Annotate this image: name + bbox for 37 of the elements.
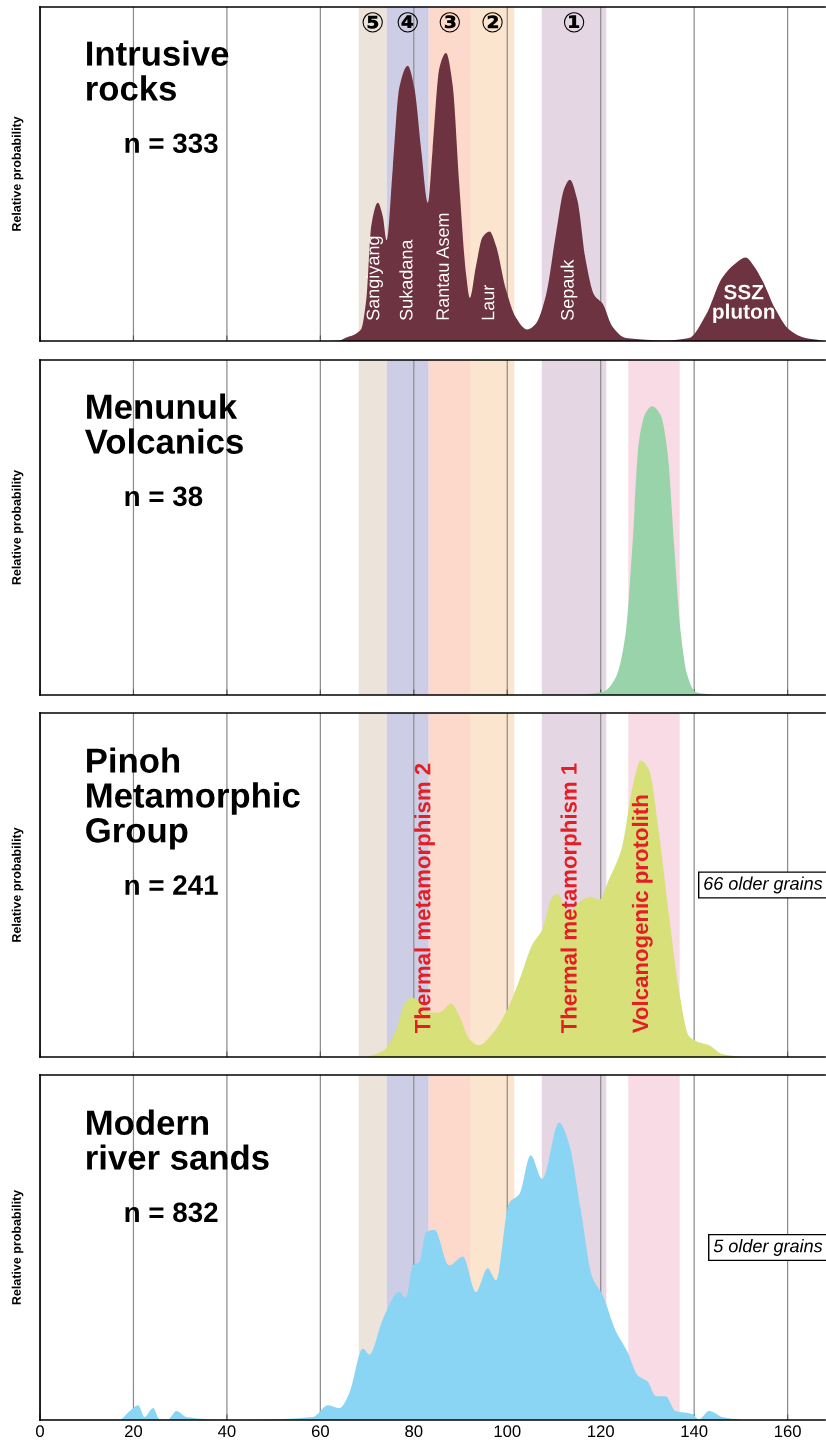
- annotation: Sukadana: [399, 239, 413, 321]
- text: n = 38: [125, 486, 203, 507]
- annotation: Thermal metamorphism 1: [560, 763, 582, 1034]
- x-tick-label: 0: [36, 1425, 44, 1438]
- band-label: ③: [439, 12, 460, 33]
- y-axis-title: Relative probability: [11, 116, 24, 231]
- x-tick-label: 100: [494, 1425, 521, 1438]
- annotation: Laur: [481, 285, 495, 320]
- annotation: Sepauk: [560, 259, 578, 321]
- annotation: Rantau Asem: [436, 213, 450, 320]
- y-axis-title: Relative probability: [11, 827, 24, 942]
- text: n = 832: [125, 1202, 218, 1223]
- chart-title: Intrusive rocks: [87, 40, 229, 101]
- y-axis-title: Relative probability: [11, 1189, 24, 1305]
- annotation: Sangiyang: [366, 236, 383, 321]
- x-tick-label: 20: [125, 1425, 143, 1438]
- band-label: ④: [397, 12, 418, 33]
- x-tick-label: 60: [311, 1425, 329, 1438]
- annotation: Thermal metamorphism 2: [414, 763, 435, 1034]
- x-tick-label: 160: [774, 1425, 801, 1438]
- text: n = 241: [125, 875, 218, 895]
- x-tick-label: 120: [588, 1425, 614, 1438]
- chart-title: Modern river sands: [87, 1109, 269, 1170]
- text: n = 333: [125, 133, 218, 154]
- annotation: Volcanogenic protolith: [631, 795, 653, 1034]
- x-tick-label: 80: [405, 1425, 423, 1438]
- y-axis-title: Relative probability: [11, 469, 24, 585]
- x-tick-label: 40: [218, 1425, 236, 1438]
- annotation: 66 older grains: [704, 876, 823, 894]
- annotation: SSZ pluton: [713, 284, 775, 323]
- text: Pinoh Metamorphic Group: [86, 747, 300, 850]
- annotation: 5 older grains: [713, 1239, 823, 1256]
- band-label: ②: [482, 12, 503, 33]
- band-label: ①: [563, 12, 585, 33]
- band-label: ⑤: [362, 12, 383, 33]
- chart-title: Menunuk Volcanics: [84, 393, 243, 454]
- x-tick-label: 140: [681, 1425, 708, 1438]
